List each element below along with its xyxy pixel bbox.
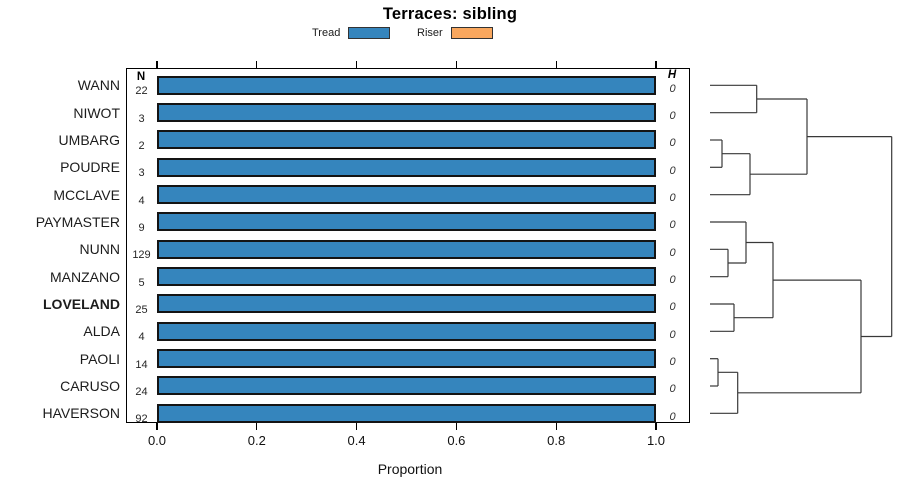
tread-bar xyxy=(157,321,656,341)
x-axis-title: Proportion xyxy=(377,461,443,477)
tread-bar xyxy=(157,239,656,259)
h-value: 0 xyxy=(669,410,676,423)
n-value: 129 xyxy=(132,249,151,262)
n-value: 22 xyxy=(135,85,148,98)
h-value: 0 xyxy=(669,301,676,314)
axis-tick-bottom xyxy=(156,423,158,430)
tread-bar xyxy=(157,212,656,232)
category-label: LOVELAND xyxy=(43,295,120,312)
n-value: 25 xyxy=(135,303,148,316)
n-value: 5 xyxy=(138,276,145,289)
legend-swatch-tread xyxy=(348,27,391,39)
h-value: 0 xyxy=(669,137,676,150)
h-value: 0 xyxy=(669,192,676,205)
legend-label-tread: Tread xyxy=(312,27,341,39)
category-label: MANZANO xyxy=(50,268,120,285)
category-label: PAOLI xyxy=(79,350,120,367)
h-value: 0 xyxy=(669,274,676,287)
axis-tick-top xyxy=(356,61,358,68)
legend-item-tread: Tread xyxy=(312,26,391,40)
category-label: MCCLAVE xyxy=(53,186,120,203)
axis-tick-top xyxy=(455,61,457,68)
axis-tick-top xyxy=(655,61,657,68)
n-value: 3 xyxy=(138,167,145,180)
category-label: WANN xyxy=(77,77,120,94)
h-value: 0 xyxy=(669,82,676,95)
tread-bar xyxy=(157,103,656,123)
tread-bar xyxy=(157,403,656,423)
category-label: HAVERSON xyxy=(42,405,120,422)
category-label: NUNN xyxy=(79,241,120,258)
axis-tick-top xyxy=(256,61,258,68)
legend-label-riser: Riser xyxy=(417,27,443,39)
n-value: 4 xyxy=(138,331,145,344)
legend-swatch-riser xyxy=(450,27,493,39)
h-value: 0 xyxy=(669,219,676,232)
axis-tick-bottom xyxy=(356,423,358,430)
n-value: 9 xyxy=(138,221,145,234)
axis-tick-label: 0.8 xyxy=(547,433,566,448)
tread-bar xyxy=(157,75,656,95)
category-label: PAYMASTER xyxy=(35,213,120,230)
tread-bar xyxy=(157,130,656,150)
h-column-header: H xyxy=(667,69,677,81)
axis-tick-bottom xyxy=(256,423,258,430)
n-value: 3 xyxy=(138,112,145,125)
tread-bar xyxy=(157,376,656,396)
tread-bar xyxy=(157,157,656,177)
n-value: 4 xyxy=(138,194,145,207)
axis-tick-label: 0.2 xyxy=(247,433,266,448)
legend-item-riser: Riser xyxy=(417,26,493,40)
n-value: 92 xyxy=(135,413,148,426)
axis-tick-bottom xyxy=(555,423,557,430)
n-value: 24 xyxy=(135,385,148,398)
tread-bar xyxy=(157,349,656,369)
category-label: ALDA xyxy=(83,323,120,340)
n-value: 14 xyxy=(135,358,148,371)
axis-tick-bottom xyxy=(455,423,457,430)
tread-bar xyxy=(157,267,656,287)
tread-bar xyxy=(157,294,656,314)
h-value: 0 xyxy=(669,383,676,396)
h-value: 0 xyxy=(669,356,676,369)
n-column-header: N xyxy=(136,71,146,83)
h-value: 0 xyxy=(669,110,676,123)
chart-title: Terraces: sibling xyxy=(382,5,518,23)
axis-tick-label: 0.6 xyxy=(447,433,466,448)
category-label: NIWOT xyxy=(73,104,120,121)
h-value: 0 xyxy=(669,164,676,177)
tread-bar xyxy=(157,185,656,205)
h-value: 0 xyxy=(669,328,676,341)
category-label: CARUSO xyxy=(60,377,120,394)
axis-tick-label: 0.0 xyxy=(147,433,167,448)
axis-tick-label: 1.0 xyxy=(646,433,666,448)
n-value: 2 xyxy=(138,139,145,152)
axis-tick-top xyxy=(555,61,557,68)
axis-tick-bottom xyxy=(655,423,657,430)
h-value: 0 xyxy=(669,246,676,259)
axis-tick-top xyxy=(156,61,158,68)
category-label: POUDRE xyxy=(60,159,120,176)
category-label: UMBARG xyxy=(58,131,120,148)
axis-tick-label: 0.4 xyxy=(347,433,366,448)
